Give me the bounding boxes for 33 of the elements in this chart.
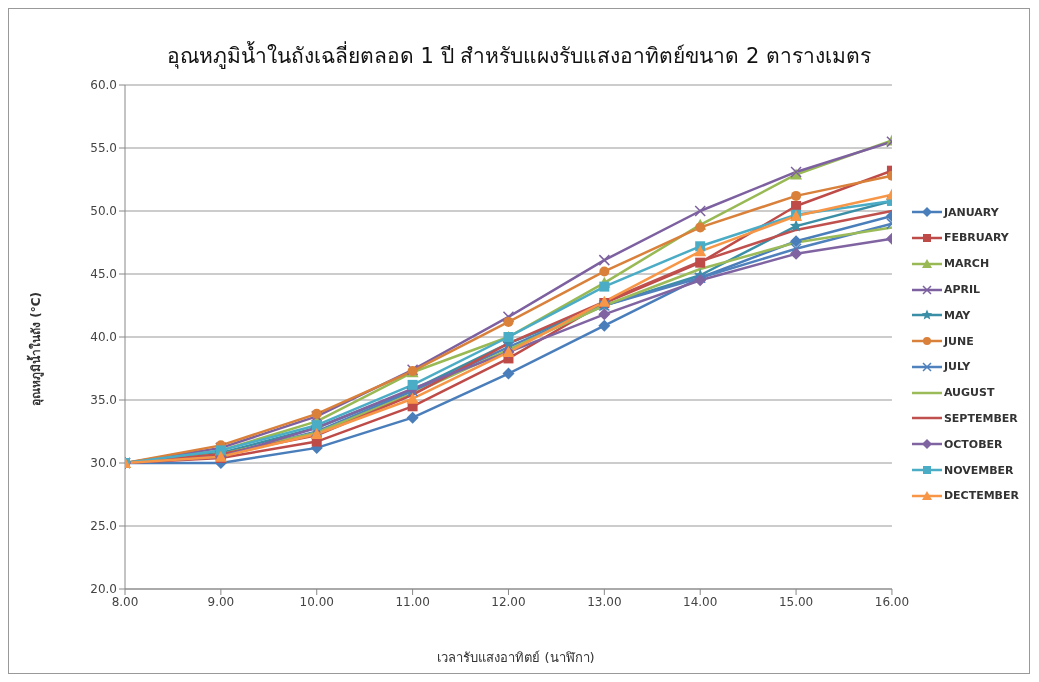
- x-tick-label: 11.00: [395, 594, 430, 609]
- legend-label: MAY: [943, 308, 971, 322]
- legend-label: APRIL: [943, 283, 981, 296]
- x-tick-label: 12.00: [491, 594, 526, 609]
- legend-label: DECTEMBER: [943, 489, 1019, 503]
- x-tick-label: 15.00: [778, 594, 814, 609]
- y-tick-label: 25.0: [90, 519, 117, 534]
- legend-label: OCTOBER: [943, 437, 1003, 451]
- y-tick-label: 30.0: [90, 456, 117, 471]
- x-tick-label: 14.00: [683, 594, 718, 609]
- y-tick-label: 45.0: [90, 267, 117, 282]
- y-tick-label: 50.0: [90, 204, 117, 219]
- x-tick-label: 9.00: [207, 594, 235, 609]
- x-tick-label: 16.00: [874, 594, 910, 609]
- y-tick-label: 55.0: [90, 141, 117, 156]
- y-axis-title: อุณหภูมิน้ำในถัง (°C): [26, 292, 45, 406]
- y-tick-label: 40.0: [90, 330, 117, 345]
- y-tick-label: 20.0: [90, 582, 117, 597]
- legend-label: AUGUST: [943, 386, 995, 400]
- y-tick-label: 60.0: [90, 78, 117, 93]
- legend-label: JULY: [943, 360, 971, 374]
- chart-title: อุณหภูมิน้ำในถังเฉลี่ยตลอด 1 ปี สำหรับแผงรับแสงอาทิตย์ขนาด 2 ตารางเมตร: [165, 40, 873, 71]
- legend-label: NOVEMBER: [943, 463, 1014, 477]
- x-axis-title: เวลารับแสงอาทิตย์ (นาฬิกา): [436, 649, 596, 667]
- legend-label: JANUARY: [943, 205, 999, 219]
- x-tick-label: 13.00: [587, 594, 622, 609]
- legend-label: FEBRUARY: [943, 231, 1009, 245]
- x-tick-label: 10.00: [299, 594, 334, 609]
- legend-label: MARCH: [943, 257, 990, 271]
- legend-label: SEPTEMBER: [943, 411, 1018, 425]
- x-tick-label: 8.00: [111, 594, 139, 609]
- y-tick-label: 35.0: [90, 393, 117, 408]
- legend-label: JUNE: [943, 334, 974, 348]
